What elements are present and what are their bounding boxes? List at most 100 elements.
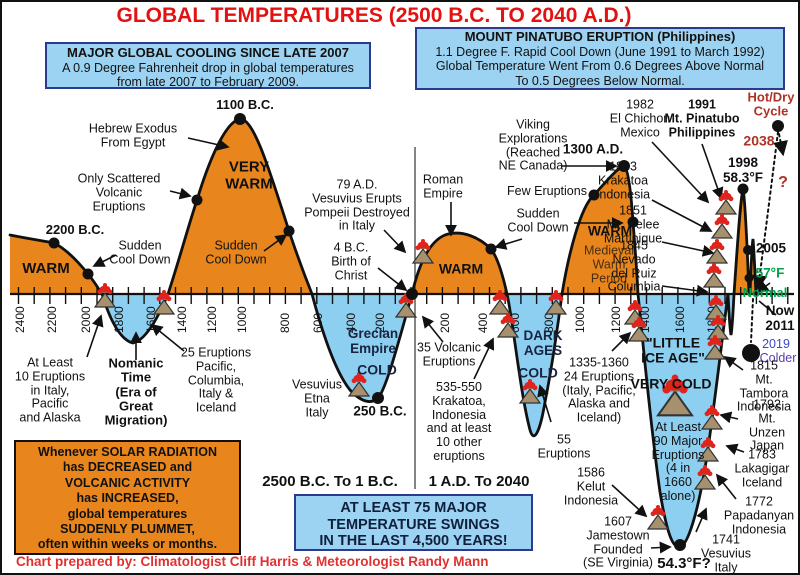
curve-point-dot: [283, 225, 295, 237]
annotation-arrow: [92, 254, 117, 267]
medieval-warm-period: Medieval Warm Period: [583, 243, 635, 285]
label-2019: 2019: [762, 337, 790, 352]
annotation-arrow: [723, 355, 744, 371]
pinatubo-box-line3: To 0.5 Degrees Below Normal.: [515, 73, 685, 88]
axis-tick-label: 2200: [45, 306, 59, 333]
axis-tick-label: 1000: [573, 306, 587, 333]
curve-point-dot: [82, 268, 94, 280]
axis-tick-label: 400: [344, 313, 358, 333]
curve-point-dot: [191, 194, 203, 206]
event-1741: 1741 Vesuvius Italy: [700, 532, 752, 574]
annotation-arrow: [651, 199, 713, 232]
annotation-arrow: [494, 238, 523, 250]
annotation-arrow: [383, 229, 407, 254]
warm-roman: WARM: [438, 260, 484, 277]
annotation-arrow: [473, 337, 495, 380]
curve-point-dot: [485, 243, 497, 255]
cooling-box-line1: A 0.9 Degree Fahrenheit drop in global t…: [62, 60, 354, 75]
only-scattered: Only Scattered Volcanic Eruptions: [77, 171, 161, 213]
hot-dry-cycle: Hot/Dry Cycle: [747, 89, 795, 119]
hebrew-exodus: Hebrew Exodus From Egypt: [88, 121, 178, 149]
volcano-icon: [711, 213, 733, 239]
curve-point-dot: [674, 539, 686, 551]
curve-point-dot: [588, 189, 600, 201]
axis-tick-label: 2000: [79, 306, 93, 333]
dotted-projection-lines: [750, 131, 788, 343]
sudden-cooldown-mid: Sudden Cool Down: [507, 206, 569, 234]
event-1982: 1982 El Chichon Mexico: [609, 97, 671, 139]
annotation-arrow: [537, 384, 552, 423]
sudden-cooldown-left: Sudden Cool Down: [109, 238, 171, 266]
page-title: GLOBAL TEMPERATURES (2500 B.C. TO 2040 A…: [116, 4, 632, 27]
event-1815: 1815 Mt. Tambora Indonesia: [736, 358, 792, 414]
little-ice-age: "LITTLE ICE AGE": [641, 334, 705, 366]
annotation-arrow: [377, 267, 408, 292]
axis-tick-label: 2400: [13, 306, 27, 333]
annotation-arrow: [701, 143, 724, 200]
curve-point-dot: [618, 160, 630, 172]
label-250bc: 250 B.C.: [353, 403, 407, 419]
event-4bc: 4 B.C. Birth of Christ: [331, 240, 371, 282]
curve-point-dot: [737, 183, 749, 195]
axis-tick-label: 1400: [175, 306, 189, 333]
annotation-arrow: [651, 141, 710, 204]
event-1607: 1607 Jamestown Founded (SE Virginia): [583, 514, 653, 570]
warm-left: WARM: [22, 259, 70, 277]
label-543f: 54.3°F?: [657, 554, 711, 572]
curve-point-dot: [744, 273, 754, 283]
period-bc: 2500 B.C. To 1 B.C.: [262, 472, 398, 490]
very-cold: VERY COLD: [630, 375, 712, 392]
curve-point-dot: [48, 237, 60, 249]
period-ad: 1 A.D. To 2040: [428, 472, 530, 490]
nomanic-time: Nomanic Time (Era of Great Migration): [104, 355, 168, 428]
label-57f: 57°F: [755, 265, 785, 281]
axis-tick-label: 1800: [112, 306, 126, 333]
axis-tick-label: 400: [476, 313, 490, 333]
annotation-arrow: [150, 323, 185, 352]
annotation-arrow: [661, 284, 709, 297]
cold-darkages: COLD: [518, 364, 558, 381]
annotation-arrow: [756, 281, 771, 294]
cold-grecian: COLD: [357, 361, 397, 378]
temperature-swings-box: AT LEAST 75 MAJOR TEMPERATURE SWINGS IN …: [294, 494, 533, 551]
event-1845: 1845 Nevado del Ruiz Columbia: [607, 238, 661, 294]
question-mark: ?: [778, 174, 788, 192]
volcano-icon: [703, 262, 725, 288]
annotation-arrow: [169, 187, 192, 200]
axis-tick-label: 200: [373, 313, 387, 333]
pinatubo-box-line2: Global Temperature Went From 0.6 Degrees…: [435, 59, 765, 74]
roman-empire: Roman Empire: [422, 172, 464, 200]
cooling-box-line2: from late 2007 to February 2009.: [116, 75, 300, 90]
annotation-arrow: [719, 411, 739, 424]
annotation-arrow: [661, 241, 715, 257]
axis-ticks: [17, 287, 789, 304]
cooling-info-box: MAJOR GLOBAL COOLING SINCE LATE 2007 A 0…: [45, 42, 371, 89]
eruptions-35: 35 Volcanic Eruptions: [417, 340, 481, 368]
annotation-arrow: [650, 541, 672, 554]
label-1100bc: 1100 B.C.: [216, 96, 274, 112]
curve-point-dots: [48, 113, 784, 551]
credit-line: Chart prepared by: Climatologist Cliff H…: [16, 554, 489, 569]
solar-radiation-box: Whenever SOLAR RADIATION has DECREASED a…: [14, 440, 241, 555]
cooling-box-title: MAJOR GLOBAL COOLING SINCE LATE 2007: [67, 45, 349, 60]
volcano-icon: [706, 238, 728, 264]
label-2038: 2038: [743, 132, 775, 149]
atleast-90-eruptions: At Least 90 Major Eruptions (4 in 1660 a…: [651, 419, 705, 503]
label-2005: 2005: [755, 240, 787, 256]
few-eruptions: Few Eruptions: [507, 184, 587, 199]
curve-point-dot: [743, 245, 753, 255]
dark-ages: DARK AGES: [523, 328, 563, 358]
annotation-arrows: [86, 137, 777, 554]
axis-tick-label: 1200: [609, 306, 623, 333]
axis-tick-label: 1200: [205, 306, 219, 333]
curve-point-dot: [742, 344, 760, 362]
event-1335-1360: 1335-1360 24 Eruptions (Italy, Pacific, …: [562, 355, 636, 425]
axis-tick-label: 800: [542, 313, 556, 333]
event-1792: 1792 Mt. Unzen Japan: [748, 397, 786, 453]
warm-medieval: WARM: [587, 222, 633, 239]
annotation-arrow: [263, 233, 288, 252]
event-1772: 1772 Papadanyan Indonesia: [723, 494, 795, 536]
annotation-arrow: [715, 473, 737, 500]
event-79ad: 79 A.D. Vesuvius Erupts Pompeii Destroye…: [304, 177, 410, 233]
